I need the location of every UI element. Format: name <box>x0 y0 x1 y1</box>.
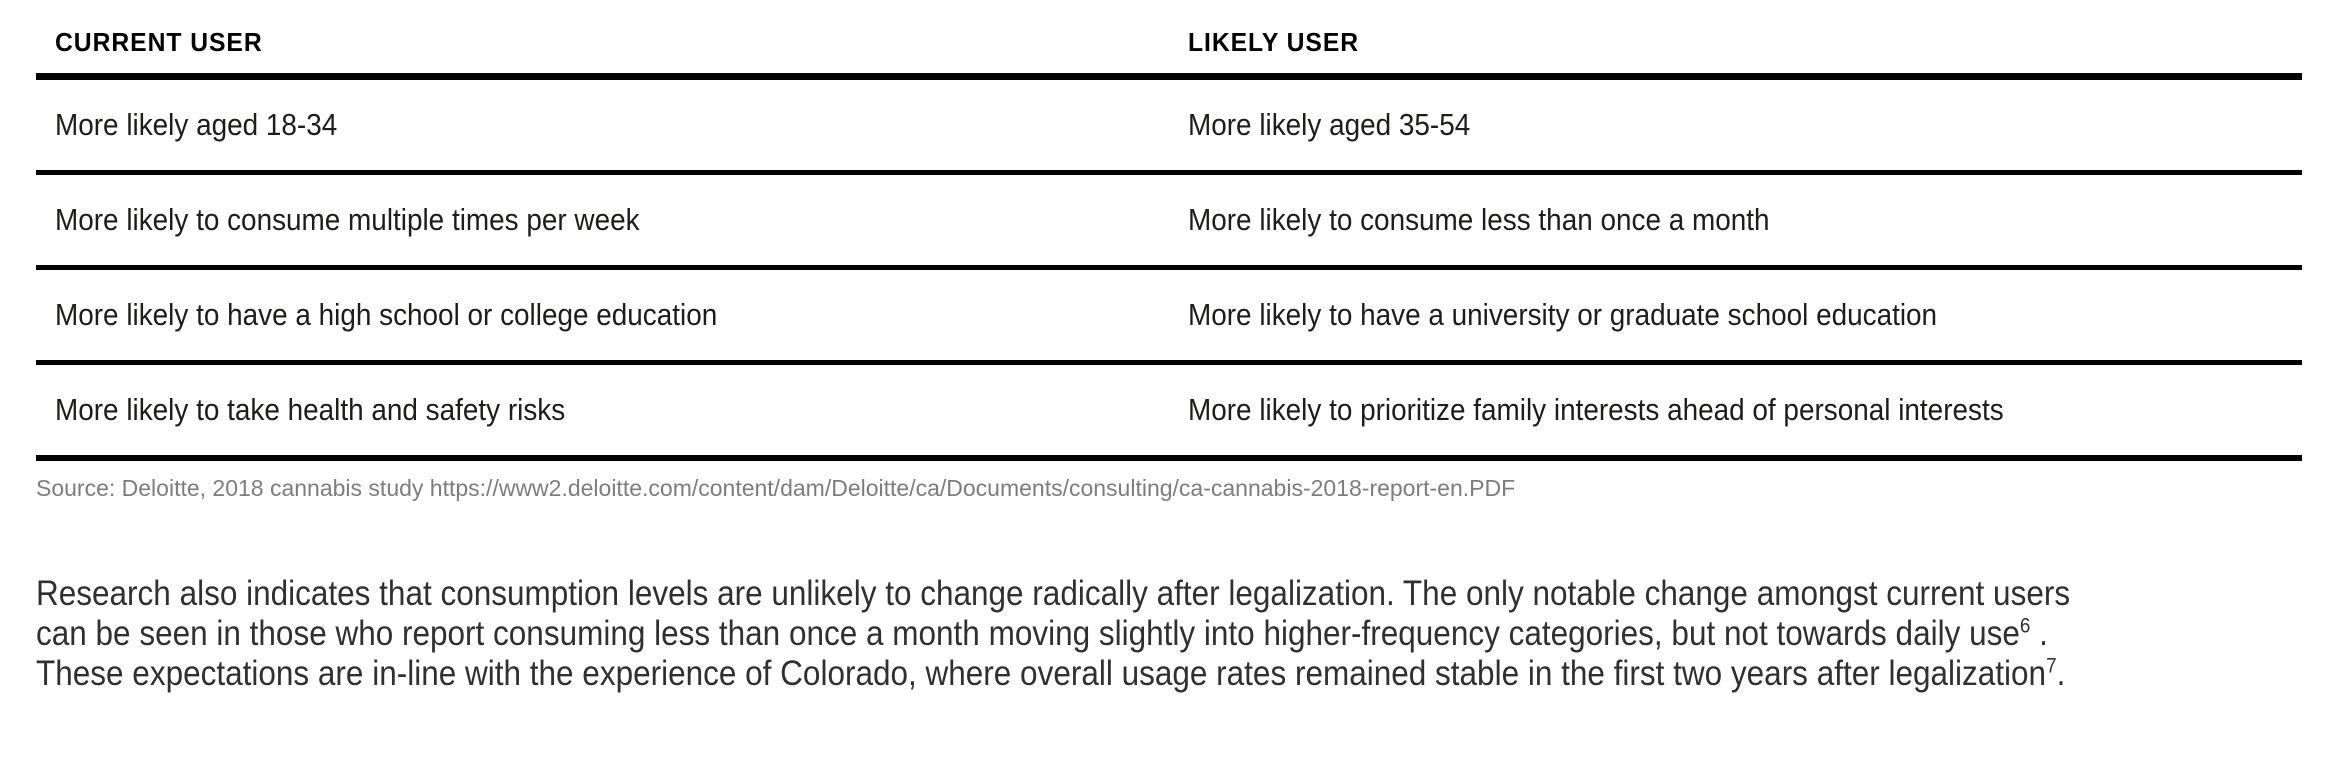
table-cell-text: More likely to have a university or grad… <box>1188 297 1938 332</box>
paragraph-line-1-text: Research also indicates that consumption… <box>36 574 2071 613</box>
source-line: Source: Deloitte, 2018 cannabis study ht… <box>36 475 1516 501</box>
table-cell-current-user: More likely aged 18-34 <box>36 107 1169 143</box>
table-row: More likely to consume multiple times pe… <box>36 175 2302 270</box>
paragraph-line-2-text: can be seen in those who report consumin… <box>36 614 2020 653</box>
table-cell-text: More likely aged 35-54 <box>1188 107 1471 142</box>
footnote-ref-7: 7 <box>2046 654 2057 678</box>
table-cell-text: More likely to consume less than once a … <box>1188 202 1770 237</box>
table-cell-text: More likely aged 18-34 <box>55 107 338 142</box>
table-cell-text: More likely to take health and safety ri… <box>55 392 566 427</box>
paragraph-line-3-text: These expectations are in-line with the … <box>36 654 2047 693</box>
table-row: More likely to have a high school or col… <box>36 270 2302 365</box>
table-header-current-user-label: CURRENT USER <box>55 27 263 57</box>
table-cell-likely-user: More likely to consume less than once a … <box>1169 202 2302 238</box>
table-header-row: CURRENT USER LIKELY USER <box>36 0 2302 80</box>
table-cell-current-user: More likely to have a high school or col… <box>36 297 1169 333</box>
table-cell-text: More likely to have a high school or col… <box>55 297 718 332</box>
table-cell-current-user: More likely to consume multiple times pe… <box>36 202 1169 238</box>
user-comparison-table: CURRENT USER LIKELY USER More likely age… <box>36 0 2302 461</box>
table-header-likely-user: LIKELY USER <box>1169 27 2302 58</box>
table-cell-text: More likely to prioritize family interes… <box>1188 392 2004 427</box>
table-header-likely-user-label: LIKELY USER <box>1188 27 1360 57</box>
table-row: More likely aged 18-34 More likely aged … <box>36 80 2302 175</box>
footnote-ref-6: 6 <box>2019 614 2031 638</box>
table-cell-likely-user: More likely aged 35-54 <box>1169 107 2302 143</box>
paragraph-line-2: can be seen in those who report consumin… <box>36 614 2302 654</box>
paragraph-line-3: These expectations are in-line with the … <box>36 654 2302 694</box>
paragraph-line-3-tail: . <box>2056 654 2066 693</box>
body-paragraph: Research also indicates that consumption… <box>36 574 2302 694</box>
table-row: More likely to take health and safety ri… <box>36 365 2302 461</box>
table-cell-likely-user: More likely to prioritize family interes… <box>1169 392 2302 428</box>
paragraph-line-1: Research also indicates that consumption… <box>36 574 2302 614</box>
table-header-current-user: CURRENT USER <box>36 27 1169 58</box>
paragraph-line-2-tail: . <box>2030 614 2048 653</box>
table-cell-current-user: More likely to take health and safety ri… <box>36 392 1169 428</box>
table-cell-likely-user: More likely to have a university or grad… <box>1169 297 2302 333</box>
table-cell-text: More likely to consume multiple times pe… <box>55 202 640 237</box>
